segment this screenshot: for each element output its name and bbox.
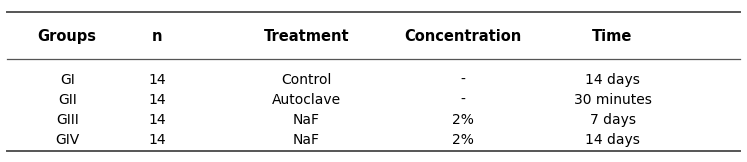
Text: 14: 14 (148, 93, 166, 107)
Text: 7 days: 7 days (589, 113, 636, 127)
Text: Groups: Groups (38, 29, 96, 44)
Text: 30 minutes: 30 minutes (574, 93, 651, 107)
Text: -: - (461, 73, 465, 87)
Text: -: - (461, 93, 465, 107)
Text: Time: Time (592, 29, 633, 44)
Text: 14: 14 (148, 113, 166, 127)
Text: Treatment: Treatment (264, 29, 349, 44)
Text: Autoclave: Autoclave (272, 93, 341, 107)
Text: GI: GI (60, 73, 75, 87)
Text: 2%: 2% (452, 133, 474, 147)
Text: Concentration: Concentration (405, 29, 521, 44)
Text: Control: Control (281, 73, 332, 87)
Text: NaF: NaF (293, 113, 320, 127)
Text: GIV: GIV (55, 133, 79, 147)
Text: 14 days: 14 days (585, 73, 640, 87)
Text: 2%: 2% (452, 113, 474, 127)
Text: GII: GII (58, 93, 77, 107)
Text: 14: 14 (148, 73, 166, 87)
Text: n: n (152, 29, 162, 44)
Text: NaF: NaF (293, 133, 320, 147)
Text: 14 days: 14 days (585, 133, 640, 147)
Text: 14: 14 (148, 133, 166, 147)
Text: GIII: GIII (56, 113, 78, 127)
